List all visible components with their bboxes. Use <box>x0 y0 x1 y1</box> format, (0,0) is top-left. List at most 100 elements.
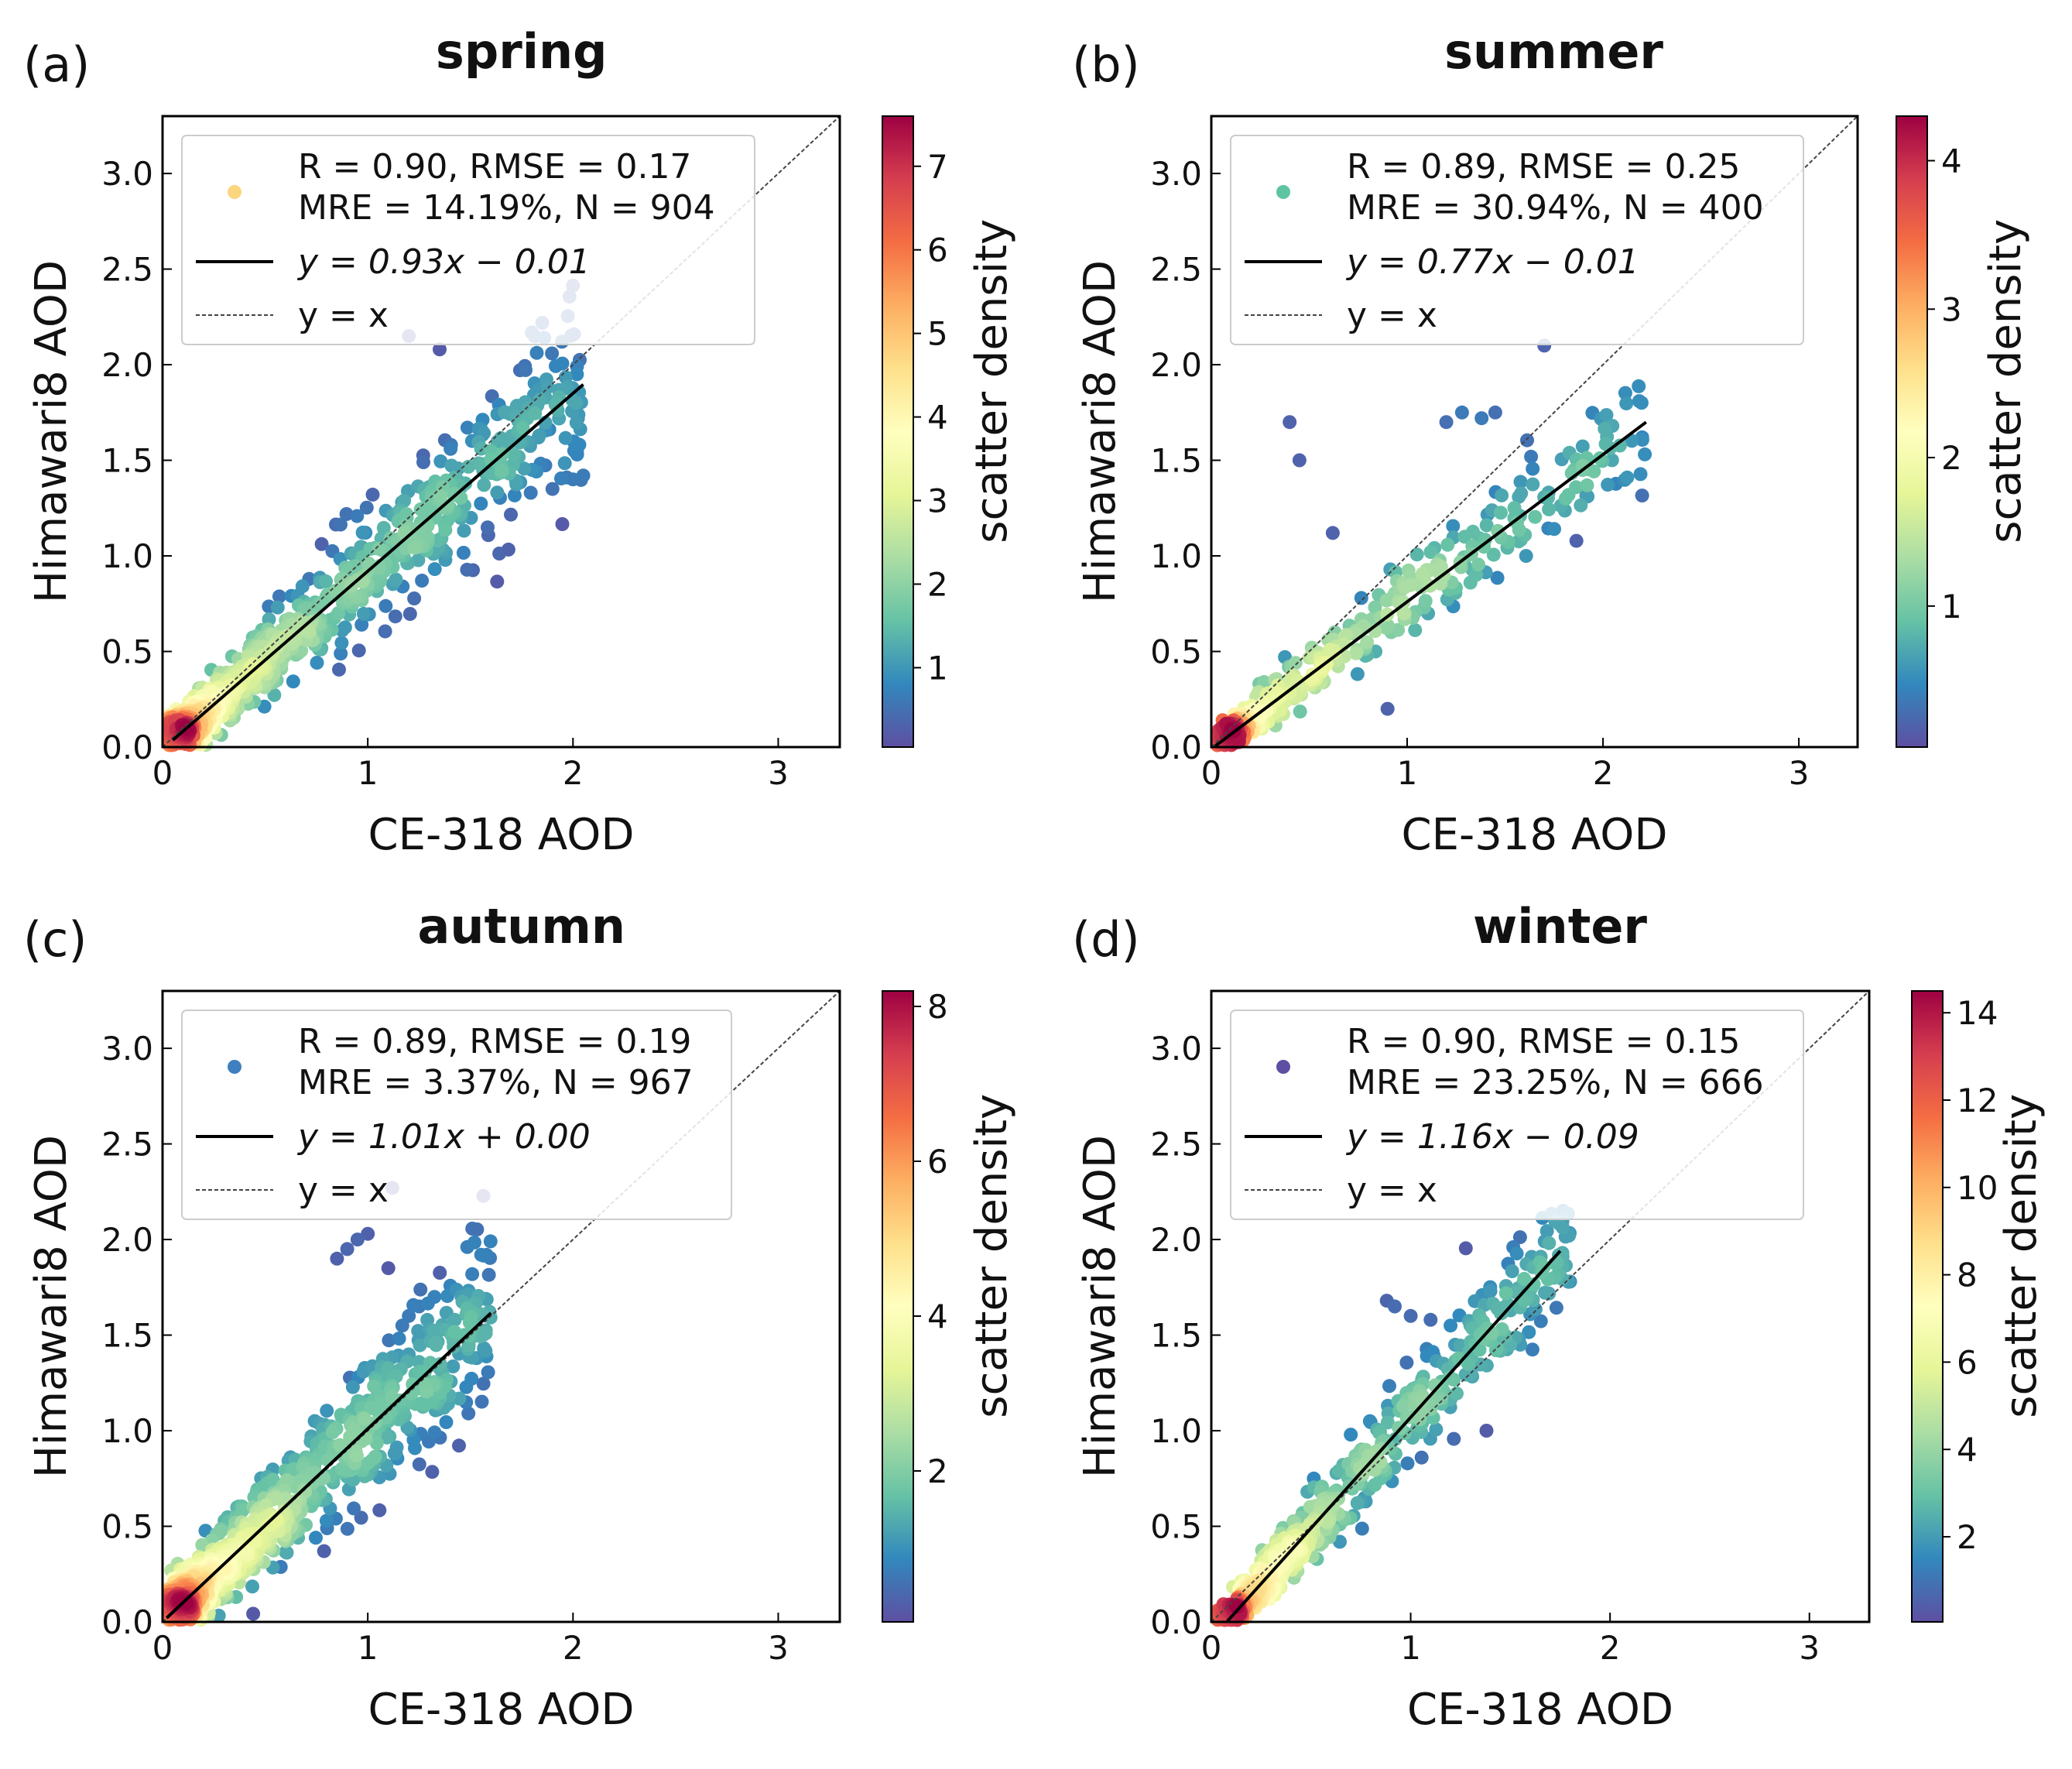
colorbar-tick-label: 14 <box>1957 994 1998 1032</box>
scatter-point <box>345 1380 360 1394</box>
scatter-point <box>512 435 527 450</box>
legend-box <box>181 1010 732 1220</box>
scatter-point <box>319 1514 334 1528</box>
scatter-point <box>272 589 286 604</box>
colorbar-tick-label: 2 <box>1941 439 1962 477</box>
scatter-point <box>262 612 276 626</box>
scatter-point <box>477 478 491 492</box>
scatter-point <box>415 574 430 588</box>
scatter-point <box>279 1473 294 1487</box>
scatter-point <box>1286 1538 1300 1552</box>
colorbar-tick-label: 6 <box>927 231 948 269</box>
panel-title: summer <box>1444 23 1663 80</box>
scatter-point <box>1288 656 1303 670</box>
scatter-point <box>570 437 584 452</box>
y-tick-label: 0.5 <box>101 1508 153 1546</box>
scatter-point <box>1558 492 1573 506</box>
panel-autumn: autumn (c) 0 1 2 3 0.0 0.5 1.0 1.5 2.0 2.5 3.0 CE-318… <box>23 898 1017 1735</box>
colorbar-label: scatter density <box>967 219 1017 543</box>
scatter-point <box>1575 458 1590 473</box>
scatter-point <box>1533 1314 1548 1328</box>
scatter-point <box>1360 635 1375 650</box>
x-tick-label: 2 <box>563 1629 584 1667</box>
scatter-point <box>1418 594 1433 609</box>
scatter-point <box>515 420 530 435</box>
scatter-point <box>392 1332 406 1346</box>
scatter-point <box>1399 1356 1414 1370</box>
scatter-point <box>1479 1424 1494 1438</box>
colorbar-tick-label: 4 <box>927 1298 948 1335</box>
scatter-point <box>523 485 538 500</box>
scatter-point <box>334 646 348 661</box>
y-tick-label: 2.5 <box>101 1126 153 1164</box>
scatter-point <box>498 405 512 420</box>
scatter-point <box>517 461 532 476</box>
scatter-point <box>569 416 584 430</box>
legend-stats-line1: R = 0.89, RMSE = 0.25 <box>1347 147 1740 187</box>
colorbar-label: scatter density <box>1981 219 2031 543</box>
scatter-point <box>557 456 572 471</box>
scatter-point <box>265 1472 280 1487</box>
colorbar-tick-label: 3 <box>1941 290 1962 328</box>
scatter-point <box>1512 1230 1527 1245</box>
scatter-point <box>1513 475 1528 489</box>
scatter-point <box>359 500 374 515</box>
scatter-point <box>438 523 453 537</box>
scatter-point <box>427 562 442 577</box>
colorbar-tick-label: 1 <box>927 649 948 687</box>
scatter-point <box>465 1222 480 1236</box>
x-tick-label: 3 <box>1799 1629 1820 1667</box>
scatter-point <box>267 687 282 702</box>
scatter-point <box>1403 1308 1418 1323</box>
scatter-point <box>1494 1306 1509 1321</box>
x-axis-label: CE-318 AOD <box>368 810 635 860</box>
scatter-point <box>340 1242 354 1256</box>
scatter-point <box>1474 411 1489 426</box>
scatter-point <box>452 1438 466 1453</box>
scatter-point <box>1601 478 1615 492</box>
scatter-point <box>1446 519 1461 533</box>
scatter-point <box>1354 591 1368 605</box>
scatter-point <box>555 517 570 531</box>
scatter-points <box>162 1181 498 1627</box>
scatter-point <box>1494 506 1508 520</box>
scatter-point <box>334 517 348 532</box>
scatter-point <box>529 345 544 360</box>
scatter-point <box>350 509 365 523</box>
scatter-point <box>350 1448 364 1463</box>
fit-line <box>171 383 584 742</box>
scatter-point <box>1569 533 1584 548</box>
scatter-point <box>1490 571 1505 585</box>
scatter-point <box>236 1543 251 1558</box>
scatter-point <box>1483 1284 1498 1298</box>
x-tick-label: 2 <box>563 754 584 792</box>
y-tick-label: 3.0 <box>101 1030 153 1068</box>
legend-ref-label: y = x <box>1347 1171 1437 1210</box>
scatter-point <box>314 537 329 551</box>
scatter-point <box>361 1456 375 1471</box>
scatter-point <box>1428 1378 1443 1393</box>
scatter-point <box>549 358 563 373</box>
x-axis-label: CE-318 AOD <box>1402 810 1668 860</box>
scatter-point <box>1512 489 1526 504</box>
plot-frame <box>1210 989 1871 1623</box>
scatter-point <box>412 1457 426 1472</box>
scatter-point <box>1471 557 1485 572</box>
scatter-point <box>490 574 505 589</box>
scatter-point <box>1447 1431 1461 1446</box>
legend-marker <box>1276 1060 1290 1074</box>
scatter-point <box>1380 701 1395 716</box>
colorbar-tick-label: 5 <box>927 315 948 353</box>
x-tick-label: 2 <box>1600 1629 1621 1667</box>
panel-label: (d) <box>1072 911 1140 968</box>
scatter-point <box>460 420 474 435</box>
colorbar-gradient <box>1896 115 1928 748</box>
scatter-point <box>507 447 521 462</box>
scatter-point <box>462 1315 477 1330</box>
legend-ref-label: y = x <box>298 296 389 335</box>
legend-stats-line1: R = 0.90, RMSE = 0.15 <box>1347 1022 1740 1061</box>
scatter-point <box>378 624 392 639</box>
scatter-point <box>357 1411 372 1426</box>
